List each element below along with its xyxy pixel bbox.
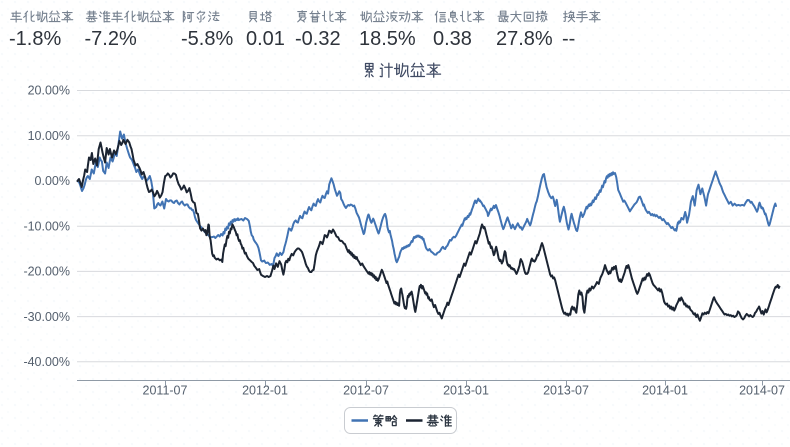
svg-text:-0.32: -0.32 [295, 28, 341, 50]
svg-text:-20.00%: -20.00% [23, 265, 70, 279]
svg-text:-10.00%: -10.00% [23, 219, 70, 233]
svg-text:2012-01: 2012-01 [242, 384, 288, 398]
svg-text:-7.2%: -7.2% [85, 28, 137, 50]
svg-text:2012-07: 2012-07 [343, 384, 389, 398]
svg-text:27.8%: 27.8% [496, 28, 553, 50]
svg-text:0.38: 0.38 [433, 28, 472, 50]
svg-text:0.00%: 0.00% [35, 174, 70, 188]
svg-text:-40.00%: -40.00% [23, 355, 70, 369]
svg-text:10.00%: 10.00% [28, 129, 70, 143]
svg-text:0.01: 0.01 [246, 28, 285, 50]
svg-text:2011-07: 2011-07 [143, 384, 188, 398]
svg-text:--: -- [562, 28, 575, 50]
svg-text:-1.8%: -1.8% [9, 28, 61, 50]
svg-text:-30.00%: -30.00% [23, 310, 70, 324]
svg-text:20.00%: 20.00% [28, 84, 70, 98]
svg-text:2014-01: 2014-01 [642, 384, 688, 398]
svg-text:-5.8%: -5.8% [181, 28, 233, 50]
svg-text:18.5%: 18.5% [359, 28, 416, 50]
svg-text:2013-07: 2013-07 [543, 384, 589, 398]
svg-text:2014-07: 2014-07 [739, 384, 785, 398]
svg-text:2013-01: 2013-01 [443, 384, 489, 398]
